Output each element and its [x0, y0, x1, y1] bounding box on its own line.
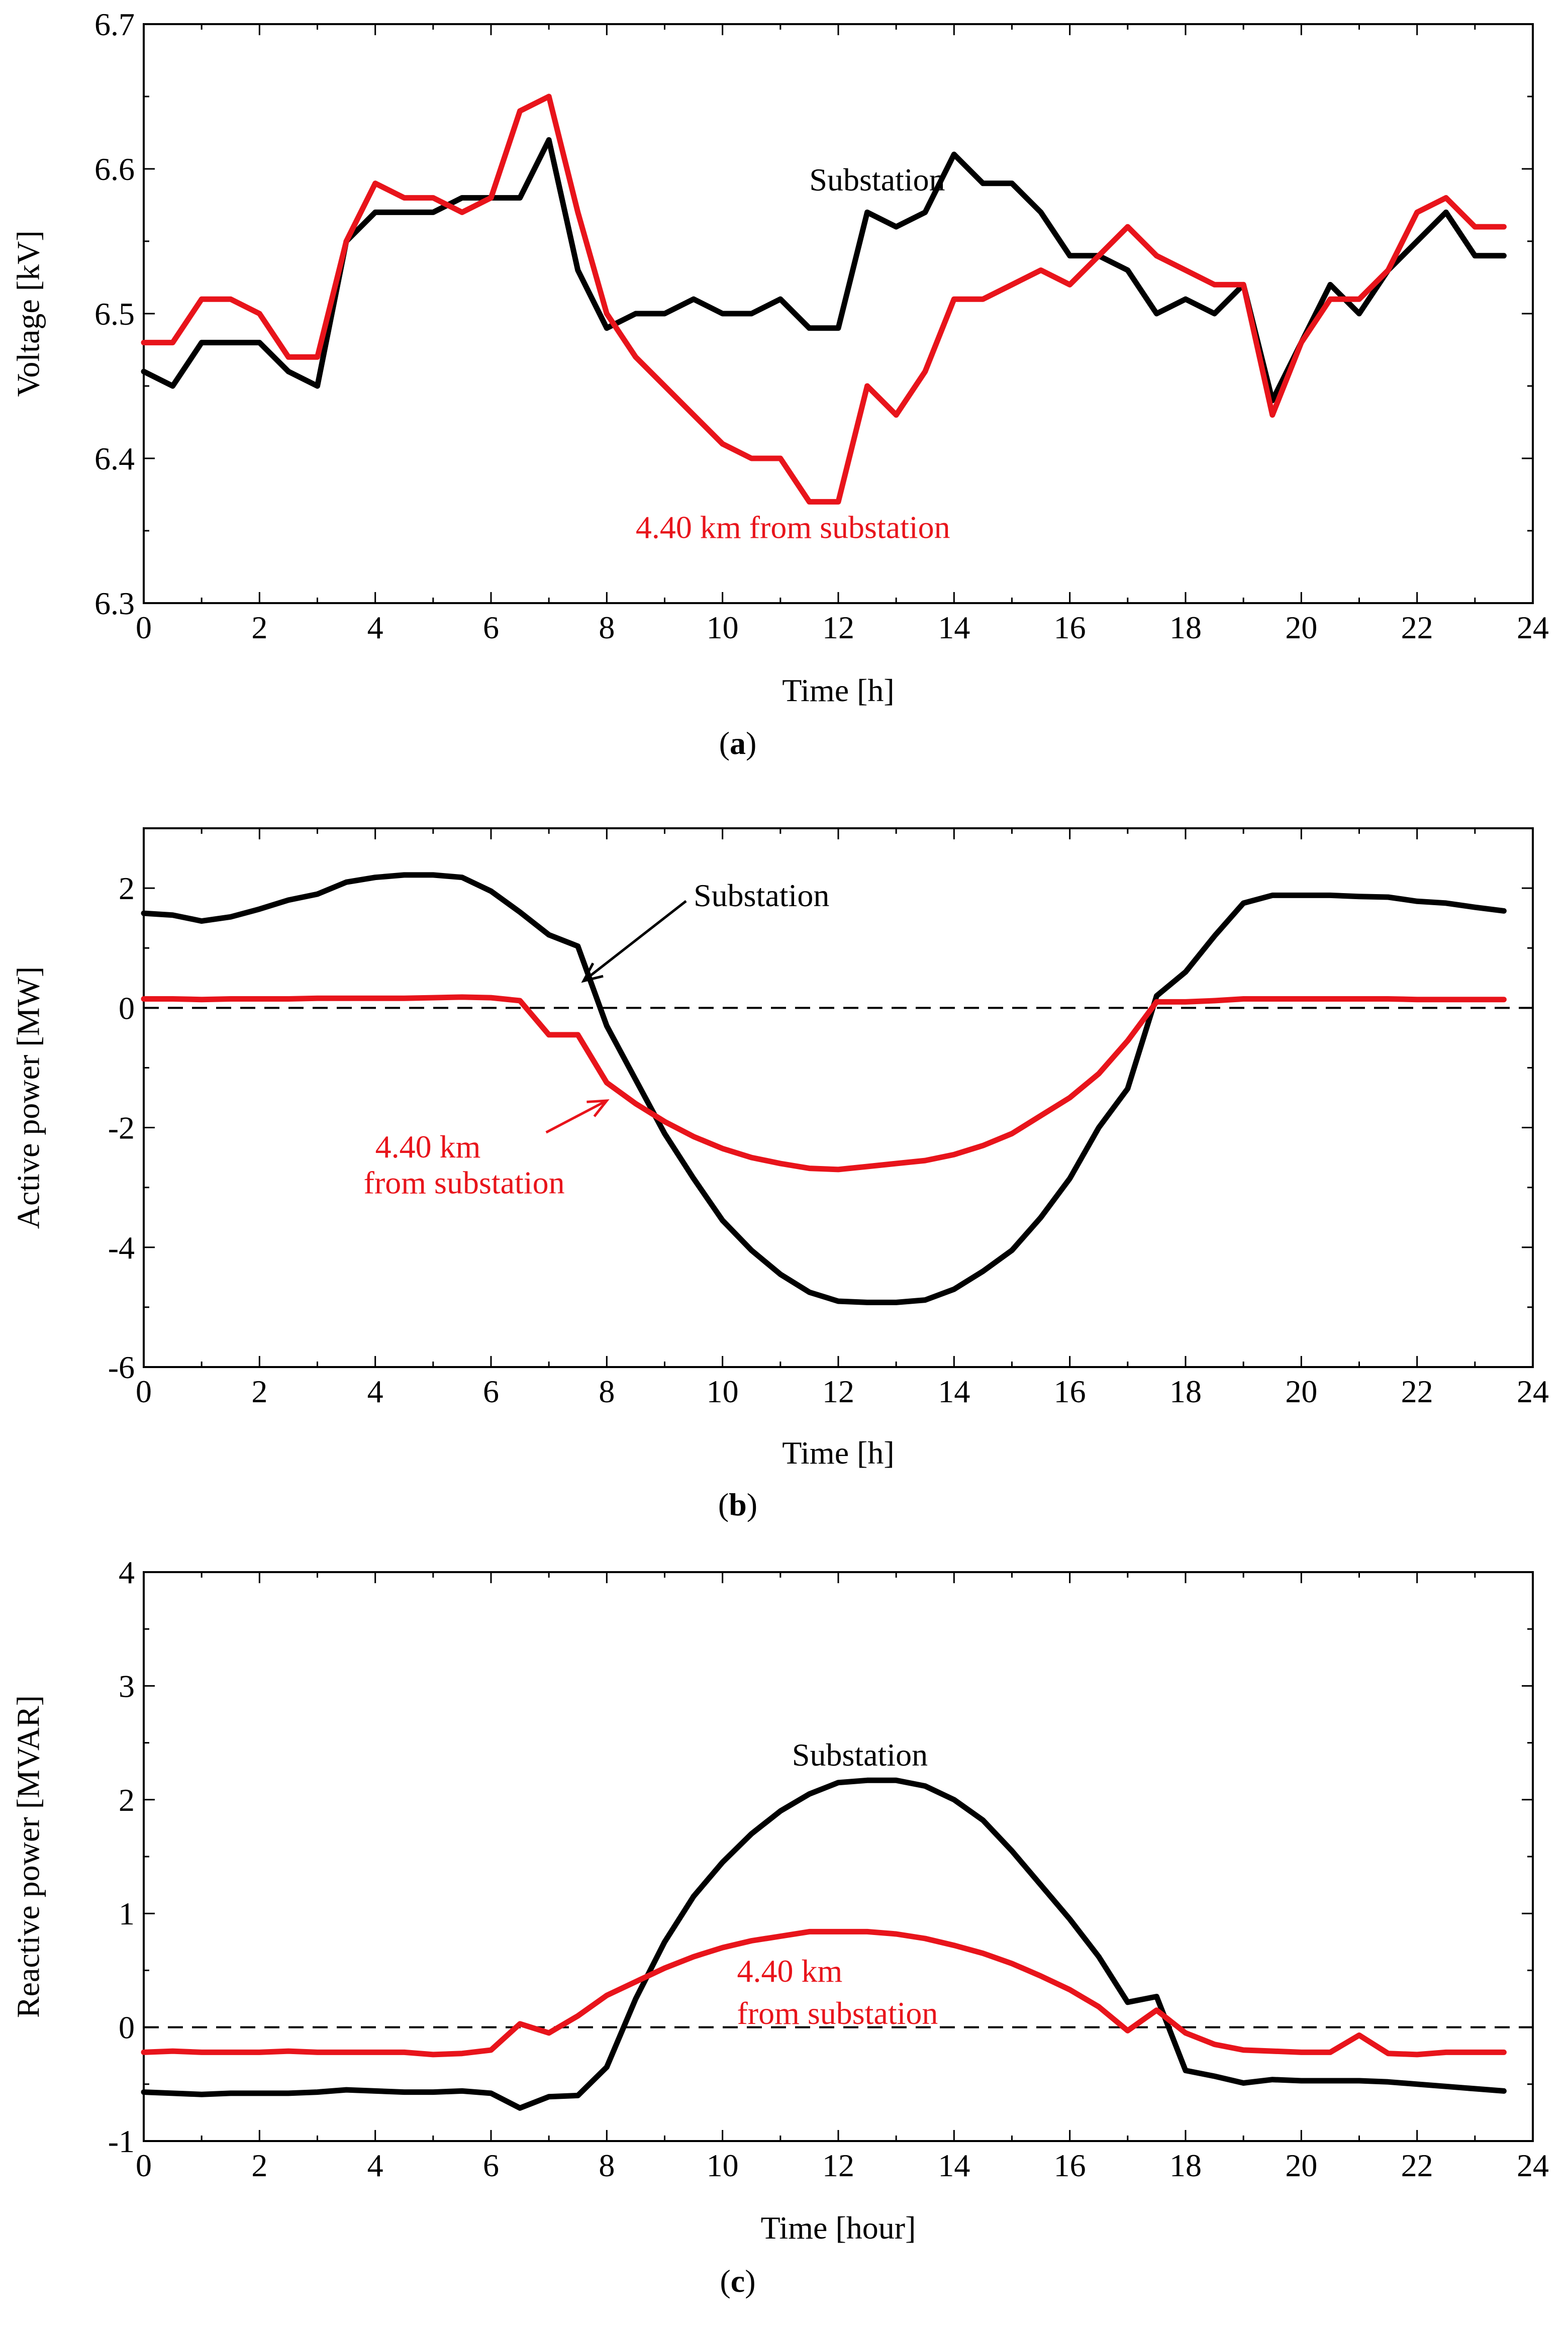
x-tick-label: 0	[136, 2148, 152, 2183]
x-tick-label: 4	[367, 1374, 383, 1409]
x-tick-label: 20	[1285, 2148, 1317, 2183]
y-tick-label: -4	[108, 1230, 135, 1266]
x-tick-label: 14	[938, 610, 970, 645]
panel-label-letter: a	[730, 725, 746, 761]
series-line-feeder-4-40km	[141, 994, 1507, 1173]
y-axis-label: Reactive power [MVAR]	[10, 1695, 46, 2018]
x-tick-label: 24	[1517, 610, 1549, 645]
annotation-label: 4.40 km	[737, 1953, 842, 1989]
series-line-feeder-4-40km	[141, 1928, 1507, 2058]
panel-label: (b)	[718, 1487, 757, 1522]
panel-label-close: )	[745, 2263, 755, 2299]
y-tick-label: 1	[119, 1896, 135, 1931]
x-tick-label: 6	[483, 1374, 499, 1409]
x-tick-label: 18	[1169, 610, 1202, 645]
y-tick-label: 2	[119, 870, 135, 906]
x-tick-label: 6	[483, 610, 499, 645]
chart-panel-b: 0 2 4 6 8 10 12 14 16 18 20 22 24-6-4-202 Substation4…	[10, 827, 1549, 1522]
x-tick-label: 4	[367, 610, 383, 645]
y-axis-label: Voltage [kV]	[10, 230, 46, 397]
y-tick-label: 6.5	[94, 296, 135, 332]
panel-label-close: )	[747, 1487, 757, 1522]
annotation-label: 4.40 km	[375, 1129, 481, 1165]
x-tick-label: 16	[1054, 2148, 1086, 2183]
panel-label-open: (	[719, 725, 730, 761]
y-tick-label: 6.3	[94, 586, 135, 621]
x-tick-label: 0	[136, 1374, 152, 1409]
x-tick-label: 2	[251, 610, 267, 645]
y-tick-label: -6	[108, 1349, 135, 1385]
annotation-arrowhead	[586, 1099, 610, 1117]
x-tick-label: 14	[938, 1374, 970, 1409]
chart-panel-a: 0 2 4 6 8 10 12 14 16 18 20 22 246.36.46.56.66.7Subs…	[10, 7, 1549, 761]
x-tick-label: 24	[1517, 2148, 1549, 2183]
annotation-label: Substation	[694, 878, 829, 913]
x-tick-label: 0	[136, 610, 152, 645]
x-tick-label: 12	[822, 2148, 854, 2183]
x-tick-label: 22	[1401, 1374, 1433, 1409]
x-tick-label: 18	[1169, 2148, 1202, 2183]
annotation-label: 4.40 km from substation	[636, 509, 950, 545]
y-tick-label: 6.4	[94, 441, 135, 476]
panel-label: (a)	[719, 725, 757, 761]
x-axis-label: Time [h]	[782, 672, 894, 708]
x-tick-label: 14	[938, 2148, 970, 2183]
x-axis-label: Time [h]	[782, 1435, 894, 1471]
x-tick-label: 22	[1401, 2148, 1433, 2183]
annotation-label: Substation	[792, 1737, 928, 1773]
annotation-arrowhead	[581, 962, 604, 983]
y-tick-label: -2	[108, 1110, 135, 1146]
y-tick-label: -1	[108, 2123, 135, 2159]
x-axis-label: Time [hour]	[761, 2210, 916, 2246]
x-tick-label: 18	[1169, 1374, 1202, 1409]
y-tick-label: 2	[119, 1782, 135, 1818]
y-tick-label: 4	[119, 1555, 135, 1590]
x-tick-label: 16	[1054, 610, 1086, 645]
annotation-label: from substation	[737, 1995, 938, 2031]
y-axis-label: Active power [MW]	[10, 966, 46, 1229]
x-tick-label: 12	[822, 1374, 854, 1409]
x-tick-label: 24	[1517, 1374, 1549, 1409]
panel-label-open: (	[720, 2263, 730, 2299]
series-line-substation	[141, 1777, 1507, 2111]
panel-label-open: (	[718, 1487, 729, 1522]
x-tick-label: 8	[599, 610, 615, 645]
x-tick-label: 20	[1285, 1374, 1317, 1409]
panel-label-close: )	[746, 725, 756, 761]
x-tick-label: 10	[707, 2148, 739, 2183]
series-line-feeder-4-40km	[141, 93, 1507, 505]
y-tick-label: 6.7	[94, 7, 135, 42]
x-tick-label: 8	[599, 2148, 615, 2183]
y-tick-label: 6.6	[94, 151, 135, 187]
series-line-substation	[141, 137, 1507, 404]
x-tick-label: 10	[707, 610, 739, 645]
annotation-label: Substation	[809, 162, 945, 198]
annotation-label: from substation	[364, 1165, 565, 1201]
chart-panel-c: 0 2 4 6 8 10 12 14 16 18 20 22 24-101234Substation4.…	[10, 1555, 1549, 2299]
x-tick-label: 6	[483, 2148, 499, 2183]
x-tick-label: 2	[251, 2148, 267, 2183]
y-tick-label: 0	[119, 990, 135, 1026]
series-line-substation	[141, 872, 1507, 1305]
x-tick-label: 4	[367, 2148, 383, 2183]
y-tick-label: 0	[119, 2010, 135, 2046]
panel-label-letter: b	[729, 1487, 747, 1522]
x-tick-label: 12	[822, 610, 854, 645]
panel-label: (c)	[720, 2263, 755, 2299]
annotation-arrow	[582, 900, 687, 982]
x-tick-label: 20	[1285, 610, 1317, 645]
panel-label-letter: c	[731, 2263, 745, 2299]
y-tick-label: 3	[119, 1668, 135, 1704]
x-tick-label: 10	[707, 1374, 739, 1409]
x-tick-label: 16	[1054, 1374, 1086, 1409]
annotation-arrow	[545, 1099, 608, 1134]
x-tick-label: 22	[1401, 610, 1433, 645]
x-tick-label: 2	[251, 1374, 267, 1409]
x-tick-label: 8	[599, 1374, 615, 1409]
